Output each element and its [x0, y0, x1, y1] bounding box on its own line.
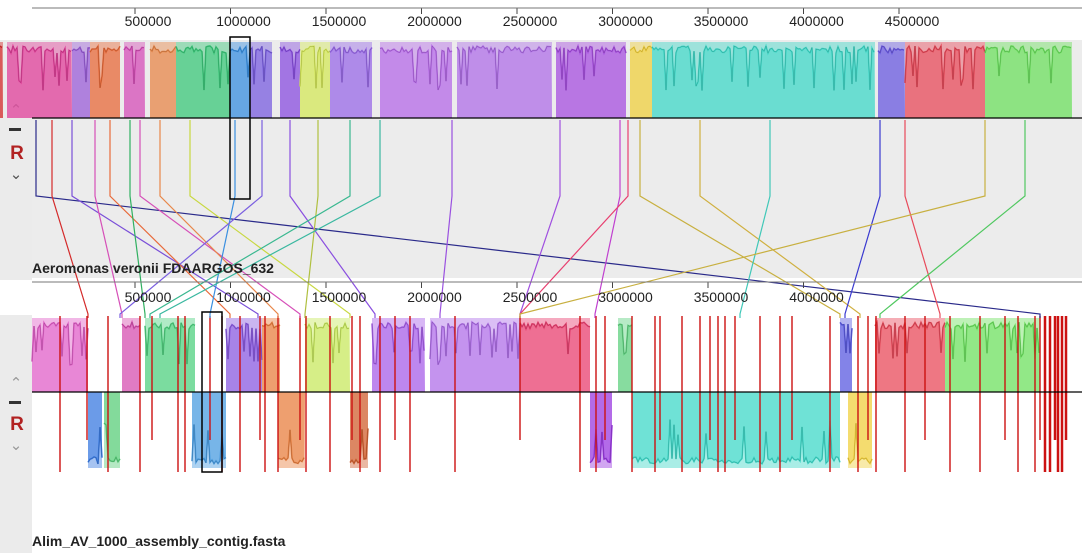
lcb-connection-line — [149, 120, 351, 318]
panel1-lcb-block — [279, 42, 301, 118]
lcb-connection-line — [35, 120, 1041, 318]
genome-label-1: Aeromonas veronii FDAARGOS_632 — [32, 260, 274, 276]
panel1-lcb-block — [379, 42, 453, 119]
panel2-lcb-block — [304, 318, 350, 392]
ruler-tick-label: 1000000 — [216, 13, 271, 29]
panel1-lcb-block — [89, 42, 121, 118]
lcb-connection-line — [304, 120, 319, 318]
ruler-tick-label: 1500000 — [312, 289, 367, 305]
panel2-lcb-block — [429, 318, 521, 392]
lcb-connection-line — [639, 120, 841, 318]
lcb-connection-line — [879, 120, 1026, 318]
panel2-lcb-block — [121, 318, 141, 392]
lcb-connection-line — [71, 120, 259, 318]
lcb-connection-line — [439, 120, 453, 318]
panel2-lcb-block — [519, 318, 591, 392]
panel1-lcb-block — [175, 42, 231, 119]
ruler-tick-label: 4000000 — [789, 289, 844, 305]
ruler-tick-label: 3000000 — [598, 13, 653, 29]
panel1-lcb-block — [651, 42, 875, 118]
panel2-blocks — [31, 318, 1040, 468]
highlight-box-top — [229, 36, 251, 200]
lcb-connection-line — [119, 120, 263, 318]
panel1-lcb-block — [555, 42, 627, 118]
panel1-lcb-block — [904, 42, 986, 118]
panel1-lcb-block — [149, 42, 177, 118]
lcb-connection-line — [109, 120, 231, 318]
panel2-lcb-block — [277, 392, 305, 468]
lcb-connection-line — [519, 120, 986, 318]
ruler-tick-label: 4500000 — [885, 13, 940, 29]
lcb-connection-line — [139, 120, 301, 318]
panel2-ruler: 500000 1000000 1500000 2000000 2500000 300000… — [32, 281, 1082, 305]
ruler-tick-label: 2500000 — [503, 289, 558, 305]
lcb-connection-line — [699, 120, 861, 318]
minus-icon[interactable] — [9, 128, 21, 131]
panel2-lcb-block — [191, 392, 227, 468]
panel2-lcb-block — [589, 392, 613, 468]
panel2-lcb-block — [874, 318, 946, 392]
panel2-lcb-block — [261, 318, 281, 392]
panel1-lcb-block — [6, 42, 72, 118]
highlight-box-bottom — [201, 311, 223, 473]
ruler-tick-label: 3500000 — [694, 289, 749, 305]
move-down-icon[interactable]: ⌄ — [9, 165, 23, 183]
panel1-lcb-block — [123, 42, 145, 119]
lcb-connection-line — [209, 120, 236, 318]
lcb-connection-line — [739, 120, 771, 318]
panel2-lcb-block — [371, 318, 425, 392]
panel1-lcb-block — [456, 42, 552, 118]
move-up-icon[interactable]: ⌃ — [9, 374, 23, 392]
panel1-lcb-block — [0, 42, 3, 118]
ruler-tick-label: 1500000 — [312, 13, 367, 29]
panel2-lcb-block — [631, 392, 841, 468]
ruler-tick-label: 500000 — [125, 13, 172, 29]
contig-boundaries — [59, 316, 1068, 472]
ruler-tick-label: 3000000 — [598, 289, 653, 305]
lcb-connection-line — [159, 120, 381, 318]
panel1-ruler: 500000 1000000 1500000 2000000 2500000 300000… — [32, 7, 1082, 29]
ruler-tick-label: 500000 — [125, 289, 172, 305]
ruler-tick-label: 2000000 — [407, 289, 462, 305]
panel1-lcb-block — [71, 42, 91, 119]
lcb-connection-line — [159, 120, 279, 318]
reverse-button[interactable]: R — [10, 143, 24, 164]
ruler-tick-label: 4000000 — [789, 13, 844, 29]
lcb-connection-line — [94, 120, 123, 318]
panel1-lcb-block — [329, 42, 373, 118]
panel1-blocks — [0, 42, 1072, 119]
panel2-lcb-block — [349, 392, 369, 468]
genome-label-2: Alim_AV_1000_assembly_contig.fasta — [32, 533, 286, 549]
ruler-tick-label: 2000000 — [407, 13, 462, 29]
reverse-button[interactable]: R — [10, 414, 24, 435]
panel1-lcb-block — [877, 42, 905, 118]
panel2-lcb-block — [87, 392, 103, 468]
panel2-lcb-block — [839, 318, 853, 392]
minus-icon[interactable] — [9, 401, 21, 404]
panel2-lcb-block — [144, 318, 196, 392]
panel2-lcb-block — [944, 318, 1040, 392]
panel1-lcb-block — [629, 42, 653, 118]
lcb-connection-line — [904, 120, 941, 318]
panel2-lcb-block — [617, 318, 633, 392]
panel1-lcb-block — [249, 42, 273, 118]
lcb-connection-line — [129, 120, 146, 318]
lcb-connections — [35, 120, 1041, 318]
lcb-connection-line — [844, 120, 881, 318]
panel1-lcb-block — [229, 42, 251, 118]
panel1-lcb-block — [984, 42, 1072, 118]
lcb-connection-line — [289, 120, 376, 318]
ruler-tick-label: 1000000 — [216, 289, 271, 305]
ruler-tick-label: 3500000 — [694, 13, 749, 29]
panel2-controls: ⌃ R ⌄ — [0, 315, 32, 553]
panel1-lcb-block — [299, 42, 331, 118]
lcb-connection-line — [51, 120, 89, 318]
panel2-lcb-block — [103, 392, 121, 468]
lcb-connection-line — [594, 120, 621, 318]
ruler-tick-label: 2500000 — [503, 13, 558, 29]
panel2-lcb-block — [225, 318, 263, 392]
move-down-icon[interactable]: ⌄ — [9, 436, 23, 454]
